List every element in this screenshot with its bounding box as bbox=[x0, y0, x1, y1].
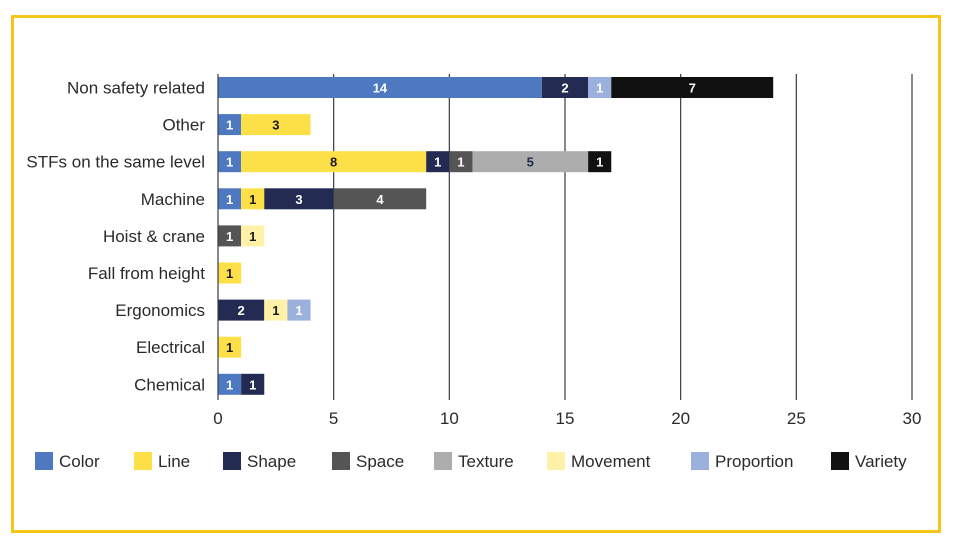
chart-frame bbox=[11, 15, 941, 533]
legend-label-variety: Variety bbox=[855, 452, 907, 471]
data-label: 1 bbox=[226, 340, 233, 355]
category-label: Electrical bbox=[136, 338, 205, 357]
legend-swatch-shape bbox=[223, 452, 241, 470]
data-label: 1 bbox=[434, 155, 441, 170]
bar-segment-line bbox=[218, 262, 242, 284]
data-label: 2 bbox=[561, 81, 568, 96]
data-label: 8 bbox=[330, 155, 337, 170]
bar-segment-space bbox=[449, 151, 473, 173]
bar-segment-color bbox=[218, 373, 242, 395]
data-label: 1 bbox=[295, 303, 302, 318]
legend-label-space: Space bbox=[356, 452, 404, 471]
legend-swatch-variety bbox=[831, 452, 849, 470]
bar-segment-variety bbox=[588, 151, 612, 173]
x-tick-label: 30 bbox=[903, 409, 922, 428]
legend: Color Line Shape Space Texture Movement Propor… bbox=[35, 452, 907, 471]
category-label: STFs on the same level bbox=[26, 153, 205, 172]
category-label: Hoist & crane bbox=[103, 227, 205, 246]
legend-label-color: Color bbox=[59, 452, 100, 471]
data-label: 1 bbox=[226, 118, 233, 133]
bar-segment-proportion bbox=[287, 299, 311, 321]
bar-segment-shape bbox=[218, 299, 265, 321]
bar-segment-color bbox=[218, 77, 542, 98]
data-label: 5 bbox=[527, 155, 534, 170]
bar-segment-color bbox=[218, 188, 242, 210]
data-label: 2 bbox=[238, 303, 245, 318]
data-label: 1 bbox=[226, 155, 233, 170]
legend-swatch-movement bbox=[547, 452, 565, 470]
bar-segment-movement bbox=[241, 225, 265, 247]
data-label: 1 bbox=[272, 303, 279, 318]
data-label: 1 bbox=[249, 377, 256, 392]
x-tick-label: 5 bbox=[329, 409, 338, 428]
x-tick-label: 0 bbox=[213, 409, 222, 428]
data-label: 1 bbox=[249, 229, 256, 244]
legend-swatch-line bbox=[134, 452, 152, 470]
legend-label-texture: Texture bbox=[458, 452, 514, 471]
category-label: Non safety related bbox=[67, 79, 205, 98]
data-label: 1 bbox=[596, 155, 603, 170]
data-label: 1 bbox=[226, 192, 233, 207]
bar-segment-movement bbox=[264, 299, 288, 321]
category-label: Machine bbox=[141, 190, 205, 209]
category-label: Fall from height bbox=[88, 264, 205, 283]
bar-segment-texture bbox=[472, 151, 589, 173]
legend-swatch-proportion bbox=[691, 452, 709, 470]
legend-label-movement: Movement bbox=[571, 452, 651, 471]
legend-swatch-texture bbox=[434, 452, 452, 470]
data-label: 1 bbox=[226, 266, 233, 281]
bar-segment-space bbox=[218, 225, 242, 247]
legend-swatch-space bbox=[332, 452, 350, 470]
bar-segment-line bbox=[241, 188, 265, 210]
bar-segment-variety bbox=[611, 77, 774, 98]
bar-segment-shape bbox=[241, 373, 265, 395]
category-label: Other bbox=[162, 116, 205, 135]
data-label: 14 bbox=[373, 81, 388, 96]
x-tick-label: 15 bbox=[556, 409, 575, 428]
data-label: 1 bbox=[596, 81, 603, 96]
bar-segment-shape bbox=[264, 188, 334, 210]
bar-segment-proportion bbox=[588, 77, 612, 98]
bar-segment-space bbox=[333, 188, 427, 210]
bar-segment-shape bbox=[426, 151, 450, 173]
data-label: 1 bbox=[249, 192, 256, 207]
legend-label-line: Line bbox=[158, 452, 190, 471]
data-label: 1 bbox=[226, 377, 233, 392]
x-tick-label: 25 bbox=[787, 409, 806, 428]
bar-segment-color bbox=[218, 151, 242, 173]
data-label: 4 bbox=[376, 192, 384, 207]
x-tick-label: 10 bbox=[440, 409, 459, 428]
bar-segment-color bbox=[218, 114, 242, 136]
data-label: 7 bbox=[689, 81, 696, 96]
data-label: 1 bbox=[226, 229, 233, 244]
bar-segment-line bbox=[241, 114, 311, 136]
legend-label-shape: Shape bbox=[247, 452, 296, 471]
bar-segment-line bbox=[218, 336, 242, 358]
category-label: Ergonomics bbox=[115, 301, 205, 320]
category-label: Chemical bbox=[134, 375, 205, 394]
legend-label-proportion: Proportion bbox=[715, 452, 793, 471]
data-label: 3 bbox=[272, 118, 279, 133]
legend-swatch-color bbox=[35, 452, 53, 470]
x-tick-label: 20 bbox=[671, 409, 690, 428]
data-label: 1 bbox=[457, 155, 464, 170]
data-label: 3 bbox=[295, 192, 302, 207]
bar-segment-shape bbox=[541, 77, 589, 98]
bar-segment-line bbox=[241, 151, 427, 173]
gridlines bbox=[333, 74, 913, 400]
bars: 14 2 1 71 31 8 1 1 5 11 1 3 41 112 1 111 1 bbox=[218, 77, 774, 395]
